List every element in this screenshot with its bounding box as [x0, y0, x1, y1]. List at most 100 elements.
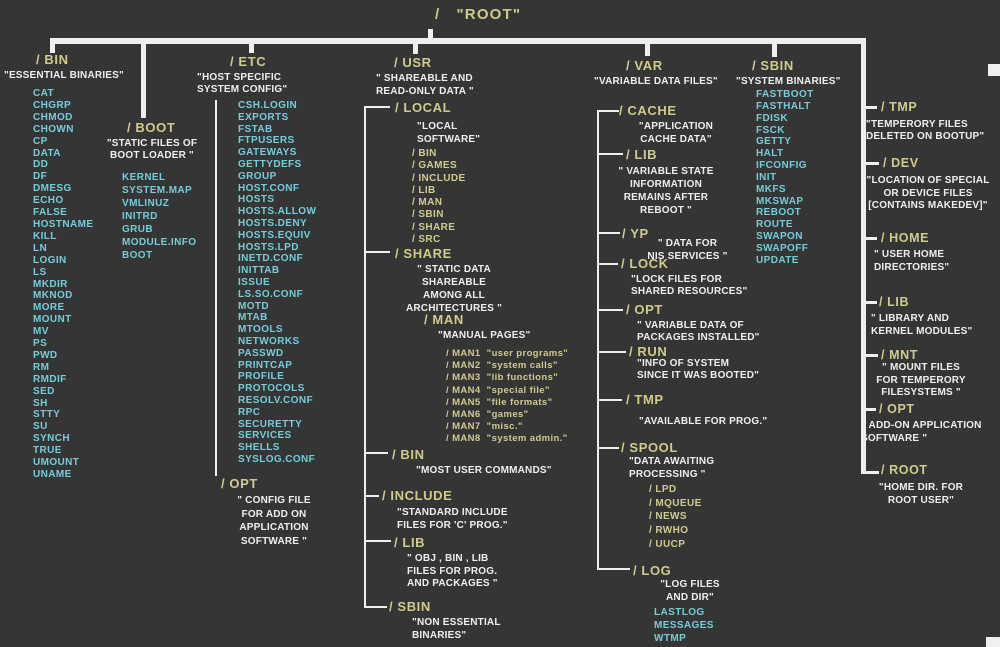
list-item: GATEWAYS — [238, 147, 297, 159]
list-item: MESSAGES — [654, 620, 714, 632]
opt-directory-label: / OPT — [879, 402, 915, 416]
tree-tick-right-home — [866, 237, 877, 240]
list-item: PRINTCAP — [238, 359, 293, 371]
list-item: / NEWS — [649, 511, 687, 523]
list-item: / MAN3 "lib functions" — [446, 372, 559, 384]
tree-tick-right-mnt — [866, 354, 878, 357]
list-item: HOST.CONF — [238, 182, 300, 194]
sbin-description: "SYSTEM BINARIES" — [736, 76, 841, 87]
list-item: MTOOLS — [238, 324, 283, 336]
list-item: SERVICES — [238, 430, 292, 442]
usr-share-description: " STATIC DATA SHAREABLE AMONG ALL ARCHIT… — [405, 264, 503, 314]
list-item: SYNCH — [33, 433, 71, 445]
var-tmp-directory-label: / TMP — [626, 392, 664, 407]
list-item: SYSTEM.MAP — [122, 185, 193, 196]
tree-line-var-branch — [597, 110, 599, 570]
tree-tick-var-lock — [597, 263, 618, 265]
list-item: / LPD — [649, 484, 677, 495]
var-cache-directory-label: / CACHE — [619, 103, 677, 118]
usr-share-man-directory-label: / MAN — [424, 312, 464, 327]
usr-local-directory-label: / LOCAL — [395, 100, 452, 115]
etc-file-list: CSH.LOGIN EXPORTS FSTAB FTPUSERS GATEWAYS GET… — [238, 100, 316, 466]
list-item: / MAN5 "file formats" — [446, 396, 553, 408]
list-item: MOTD — [238, 300, 270, 312]
tree-tick-var-spool — [597, 447, 619, 449]
list-item: SED — [33, 385, 55, 397]
home-description: " USER HOME DIRECTORIES" — [874, 249, 950, 273]
list-item: HOSTNAME — [33, 218, 94, 230]
boot-file-list: KERNEL SYSTEM.MAP VMLINUZ INITRD GRUB MODULE.… — [122, 171, 196, 262]
bin-file-list: CAT CHGRP CHMOD CHOWN CP DATA DD DF DMESG ECHO FAL… — [33, 88, 93, 481]
tree-line-root-stub — [428, 29, 433, 38]
bin-directory-label: / BIN — [36, 52, 69, 67]
artifact-marker-bottom-right — [986, 637, 1000, 647]
list-item: HOSTS.EQUIV — [238, 229, 311, 241]
list-item: SU — [33, 421, 48, 433]
list-item: HOSTS — [238, 194, 275, 206]
list-item: PROTOCOLS — [238, 383, 305, 395]
list-item: CP — [33, 135, 48, 147]
var-lib-description: " VARIABLE STATE INFORMATION REMAINS AFT… — [618, 166, 714, 216]
list-item: / LIB — [412, 184, 436, 196]
list-item: CHOWN — [33, 123, 74, 135]
list-item: GRUB — [122, 224, 154, 235]
var-tmp-description: "AVAILABLE FOR PROG." — [639, 416, 768, 427]
list-item: FSCK — [756, 124, 785, 136]
list-item: UNAME — [33, 469, 72, 480]
usr-include-description: "STANDARD INCLUDE FILES FOR 'C' PROG." — [397, 507, 508, 531]
mnt-directory-label: / MNT — [881, 348, 919, 362]
usr-lib-description: " OBJ , BIN , LIB FILES FOR PROG. AND PA… — [407, 553, 498, 589]
etc-directory-label: / ETC — [230, 54, 267, 69]
list-item: ROUTE — [756, 219, 793, 231]
list-item: RPC — [238, 406, 261, 418]
var-cache-description: "APPLICATION CACHE DATA" — [638, 121, 714, 145]
list-item: NETWORKS — [238, 335, 300, 347]
etc-opt-directory-label: / OPT — [221, 476, 258, 491]
tree-tick-var-opt — [597, 309, 623, 311]
list-item: CHGRP — [33, 99, 72, 111]
usr-sbin-directory-label: / SBIN — [389, 599, 431, 614]
usr-share-directory-label: / SHARE — [395, 246, 452, 261]
list-item: INITRD — [122, 211, 158, 222]
usr-bin-description: "MOST USER COMMANDS" — [416, 465, 552, 476]
list-item: SH — [33, 397, 48, 409]
tree-line-drop-boot — [141, 38, 146, 118]
tree-line-right-vertical — [861, 38, 866, 474]
list-item: / MAN6 "games" — [446, 409, 529, 421]
list-item: ISSUE — [238, 276, 271, 288]
tree-tick-right-dev — [866, 162, 879, 165]
list-item: CAT — [33, 88, 55, 99]
tree-tick-var-lib — [597, 153, 623, 155]
list-item: / UUCP — [649, 538, 686, 550]
list-item: LS — [33, 266, 47, 278]
list-item: GETTY — [756, 136, 792, 148]
tree-line-drop-sbin — [772, 38, 777, 57]
usr-bin-directory-label: / BIN — [392, 447, 425, 462]
list-item: / RWHO — [649, 525, 689, 537]
list-item: / SBIN — [412, 209, 444, 221]
usr-sbin-description: "NON ESSENTIAL BINARIES" — [412, 617, 501, 641]
var-lock-directory-label: / LOCK — [621, 256, 669, 271]
list-item: INIT — [756, 171, 777, 183]
opt-description: " ADD-ON APPLICATION SOFTWARE " — [861, 420, 982, 444]
boot-description: "STATIC FILES OF BOOT LOADER " — [106, 138, 198, 161]
list-item: GROUP — [238, 170, 277, 182]
root-directory-label: / "ROOT" — [435, 6, 522, 23]
var-log-directory-label: / LOG — [633, 563, 672, 578]
dev-description: "LOCATION OF SPECIAL OR DEVICE FILES [CO… — [866, 175, 990, 211]
usr-local-subdir-list: / BIN / GAMES / INCLUDE / LIB / MAN / SBIN / S… — [412, 148, 466, 246]
list-item: LN — [33, 242, 48, 254]
list-item: ECHO — [33, 195, 64, 207]
var-lock-description: "LOCK FILES FOR SHARED RESOURCES" — [631, 274, 748, 297]
list-item: PS — [33, 338, 48, 350]
list-item: CSH.LOGIN — [238, 100, 298, 111]
list-item: WTMP — [654, 633, 687, 645]
list-item: FASTBOOT — [756, 89, 814, 100]
list-item: / BIN — [412, 148, 437, 159]
var-opt-directory-label: / OPT — [626, 302, 663, 317]
root-user-description: "HOME DIR. FOR ROOT USER" — [878, 482, 964, 506]
tree-line-etc-branch — [215, 100, 217, 476]
list-item: HOSTS.DENY — [238, 217, 308, 229]
list-item: MKDIR — [33, 278, 68, 290]
tree-line-usr-branch — [364, 106, 366, 608]
